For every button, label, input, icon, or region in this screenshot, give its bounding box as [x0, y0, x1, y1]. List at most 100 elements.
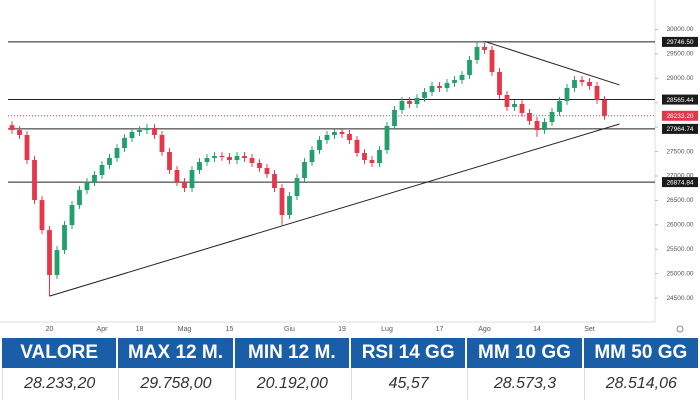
- candle-body: [174, 170, 180, 183]
- candle-body: [84, 182, 90, 191]
- candle-body: [602, 99, 607, 116]
- x-tick-label: 15: [226, 326, 234, 333]
- candle-body: [62, 225, 67, 251]
- candle-body: [69, 205, 75, 226]
- candle-body: [332, 131, 337, 135]
- candle-body: [227, 156, 232, 161]
- x-tick-label: 19: [338, 326, 346, 333]
- table-value: 28.514,06: [583, 368, 698, 400]
- candle-body: [362, 152, 367, 161]
- candle-body: [422, 91, 427, 98]
- level-label: 28565.44: [666, 97, 693, 104]
- candle-body: [257, 162, 262, 169]
- candle-body: [77, 190, 82, 206]
- table-value: 28.233,20: [2, 368, 116, 400]
- x-tick-label: Ago: [478, 326, 491, 333]
- candle-body: [534, 120, 540, 130]
- candle-body: [549, 111, 555, 122]
- candle-body: [302, 162, 307, 179]
- level-label: 29746.50: [666, 39, 693, 46]
- candle-body: [452, 79, 457, 83]
- price-label-box: [662, 110, 698, 121]
- candle-body: [572, 79, 577, 88]
- candle-body: [347, 134, 352, 141]
- y-tick-label: 25500.00: [666, 246, 693, 253]
- x-tick-label: 17: [436, 326, 444, 333]
- candle-body: [504, 94, 510, 107]
- candle-body: [459, 74, 465, 80]
- level-label: 26874.84: [666, 179, 693, 186]
- y-tick-label: 29000.00: [666, 75, 693, 82]
- candle-body: [264, 168, 270, 175]
- candle-body: [309, 150, 315, 163]
- candle-body: [39, 200, 45, 231]
- candle-body: [17, 129, 22, 135]
- table-header: MM 10 GG: [467, 338, 582, 368]
- candle-body: [594, 85, 600, 100]
- candle-body: [429, 85, 435, 92]
- candle-body: [467, 59, 472, 75]
- table-header: VALORE: [2, 338, 117, 368]
- table-header: RSI 14 GG: [350, 338, 466, 368]
- candle-body: [564, 87, 570, 101]
- level-label-box: [662, 123, 698, 134]
- candle-body: [369, 160, 375, 163]
- candle-body: [294, 178, 300, 197]
- price-label: 28233.20: [666, 113, 693, 120]
- y-tick-label: 26000.00: [666, 222, 693, 229]
- y-tick-label: 24500.00: [666, 295, 693, 302]
- candle-body: [482, 46, 487, 50]
- candle-body: [512, 103, 517, 107]
- candle-body: [122, 138, 127, 149]
- candle-body: [159, 134, 165, 153]
- candle-body: [204, 158, 210, 163]
- y-tick-label: 27000.00: [666, 173, 693, 180]
- x-tick-label: 20: [46, 326, 54, 333]
- x-tick-label: 14: [533, 326, 541, 333]
- candle-body: [212, 156, 217, 159]
- table-value: 20.192,00: [234, 368, 349, 400]
- candle-body: [189, 170, 195, 189]
- candle-body: [234, 156, 240, 161]
- candle-body: [587, 81, 592, 86]
- candle-body: [279, 188, 285, 216]
- candle-body: [137, 129, 142, 132]
- candle-body: [339, 131, 345, 134]
- settings-icon: [676, 325, 684, 333]
- table-header: MM 50 GG: [583, 338, 698, 368]
- candle-body: [54, 250, 60, 276]
- candle-body: [444, 82, 450, 88]
- candle-body: [377, 150, 382, 163]
- table-value: 29.758,00: [118, 368, 232, 400]
- candle-body: [474, 46, 480, 60]
- candle-body: [392, 109, 397, 126]
- candle-body: [249, 158, 255, 163]
- x-tick-label: Giu: [284, 326, 295, 333]
- header-row: VALORE MAX 12 M. MIN 12 M. RSI 14 GG MM 10 G…: [2, 338, 698, 368]
- candle-body: [242, 156, 247, 159]
- candle-body: [114, 148, 120, 159]
- level-label-box: [662, 94, 698, 105]
- candle-body: [107, 158, 112, 165]
- candle-body: [9, 125, 15, 130]
- level-label-box: [662, 36, 698, 47]
- candle-body: [542, 121, 547, 130]
- candle-body: [519, 103, 525, 113]
- candle-body: [317, 140, 322, 151]
- y-tick-label: 27500.00: [666, 148, 693, 155]
- candle-body: [354, 140, 360, 153]
- candle-body: [167, 152, 172, 171]
- candle-body: [182, 182, 187, 189]
- candle-body: [497, 71, 502, 95]
- chart: 30000.0029500.0029000.0028500.0028000.00…: [0, 0, 698, 333]
- x-tick-label: Mag: [178, 326, 192, 333]
- candle-body: [557, 100, 562, 112]
- candle-body: [414, 97, 420, 104]
- candle-body: [324, 134, 330, 141]
- candle-body: [47, 230, 52, 276]
- y-tick-label: 26500.00: [666, 197, 693, 204]
- candle-body: [99, 165, 105, 176]
- trendline: [49, 123, 620, 297]
- candle-body: [152, 127, 157, 135]
